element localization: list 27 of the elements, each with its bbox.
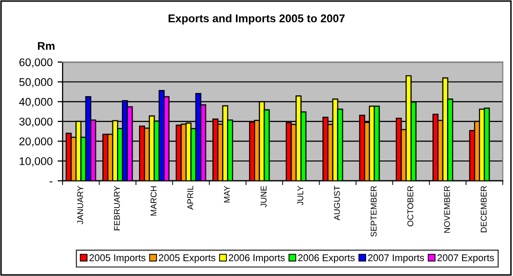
legend-label: 2006 Exports [298, 254, 355, 264]
y-tick-label: 60,000 [19, 58, 52, 68]
legend-label: 2005 Exports [158, 254, 216, 264]
x-tick-label: DECEMBER [480, 186, 487, 232]
chart-title: Exports and Imports 2005 to 2007 [168, 14, 345, 24]
legend-label: 2007 Exports [437, 254, 494, 264]
y-tick-label: 10,000 [20, 157, 52, 166]
x-tick-label: JANUARY [77, 186, 84, 224]
legend-label: 2007 Imports [368, 254, 424, 264]
legend-label: 2005 Imports [90, 254, 146, 264]
x-tick-label: NOVEMBER [444, 186, 450, 233]
x-tick-label: JULY [297, 186, 304, 206]
x-tick-label: MAY [224, 186, 230, 202]
x-tick-label: SEPTEMBER [370, 186, 377, 237]
y-tick-label: 40,000 [19, 98, 52, 108]
y-tick-label: 30,000 [19, 118, 52, 127]
legend-label: 2006 Imports [228, 254, 285, 264]
y-axis-title: Rm [38, 42, 54, 50]
y-tick-label: 20,000 [19, 137, 52, 147]
y-tick-label: - [50, 181, 52, 182]
x-tick-label: FEBRUARY [114, 186, 120, 230]
x-tick-label: APRIL [187, 186, 194, 210]
x-tick-label: AUGUST [334, 186, 340, 220]
x-tick-label: MARCH [150, 186, 157, 216]
y-tick-label: 50,000 [19, 78, 52, 88]
x-tick-label: OCTOBER [407, 186, 414, 226]
x-tick-label: JUNE [260, 186, 267, 208]
